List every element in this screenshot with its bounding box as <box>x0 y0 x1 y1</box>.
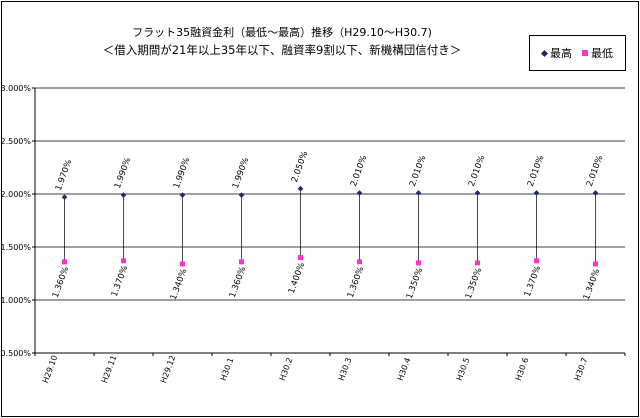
max-point <box>297 185 304 192</box>
min-point <box>416 260 421 266</box>
y-tick-label: 3.000% <box>0 84 31 93</box>
max-data-label: 1.990% <box>172 156 192 190</box>
chart-title: フラット35融資金利（最低～最高）推移（H29.10～H30.7) <box>132 26 432 39</box>
max-data-label: 1.990% <box>113 156 133 190</box>
min-data-label: 1.360% <box>346 265 366 299</box>
max-data-label: 1.970% <box>54 158 74 192</box>
min-data-label: 1.350% <box>464 267 484 301</box>
x-tick-label: H30.7 <box>573 356 590 381</box>
max-point <box>415 190 422 196</box>
legend-label-max: 最高 <box>550 47 572 60</box>
max-data-label: 1.990% <box>231 156 251 190</box>
min-point <box>121 258 126 264</box>
legend: 最高 最低 <box>529 35 626 71</box>
max-point <box>474 190 481 196</box>
x-tick-label: H30.6 <box>514 356 531 381</box>
legend-item-max: 最高 <box>540 45 572 61</box>
min-data-label: 1.370% <box>110 264 130 298</box>
max-data-label: 2.010% <box>467 154 487 188</box>
min-point <box>180 261 185 267</box>
y-tick-label: 2.000% <box>0 190 31 199</box>
x-tick-label: H30.2 <box>278 356 295 381</box>
legend-label-min: 最低 <box>591 47 613 60</box>
x-tick-label: H29.11 <box>100 354 118 384</box>
x-tick-label: H30.4 <box>396 356 413 381</box>
max-point <box>533 190 540 196</box>
max-point <box>238 192 245 198</box>
y-tick-label: 1.500% <box>0 243 31 252</box>
min-point <box>357 259 362 265</box>
min-point <box>534 258 539 264</box>
min-data-label: 1.350% <box>405 267 425 301</box>
max-data-label: 2.010% <box>585 154 605 188</box>
min-point <box>475 260 480 266</box>
min-data-label: 1.360% <box>51 265 71 299</box>
min-data-label: 1.360% <box>228 265 248 299</box>
min-data-label: 1.400% <box>287 261 307 295</box>
min-point <box>62 259 67 265</box>
max-point <box>120 192 127 198</box>
max-data-label: 2.050% <box>290 150 310 184</box>
min-point <box>593 261 598 267</box>
legend-item-min: 最低 <box>582 45 613 61</box>
max-point <box>592 190 599 196</box>
max-data-label: 2.010% <box>408 154 428 188</box>
y-tick-label: 2.500% <box>0 137 31 146</box>
x-tick-label: H30.3 <box>337 356 354 381</box>
min-point <box>298 255 303 261</box>
x-tick-label: H30.1 <box>219 356 236 381</box>
min-data-label: 1.370% <box>523 264 543 298</box>
max-data-label: 2.010% <box>349 154 369 188</box>
min-point <box>239 259 244 265</box>
square-marker-icon <box>582 50 588 56</box>
x-tick-label: H29.12 <box>159 354 177 384</box>
y-tick-label: 0.500% <box>0 349 31 358</box>
min-data-label: 1.340% <box>169 268 189 302</box>
max-point <box>179 192 186 198</box>
max-point <box>61 194 68 200</box>
max-point <box>356 190 363 196</box>
x-tick-label: H30.5 <box>455 356 472 381</box>
min-data-label: 1.340% <box>582 268 602 302</box>
x-tick-label: H29.10 <box>41 354 59 384</box>
y-tick-label: 1.000% <box>0 296 31 305</box>
max-data-label: 2.010% <box>526 154 546 188</box>
chart-subtitle: ＜借入期間が21年以上35年以下、融資率9割以下、新機構団信付き＞ <box>102 43 462 57</box>
